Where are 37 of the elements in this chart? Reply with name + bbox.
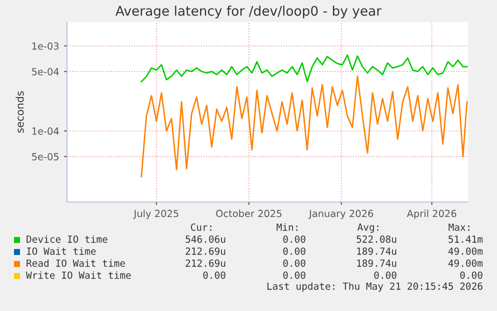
- text: 0.00: [283, 235, 306, 243]
- x-tick-label: April 2026: [406, 210, 456, 220]
- x-tick-label: October 2025: [216, 210, 282, 218]
- text: 212.69u: [186, 247, 226, 255]
- text: 189.74u: [357, 247, 396, 255]
- y-tick-label: 5e-05: [32, 153, 59, 160]
- text: Cur:: [190, 223, 212, 231]
- text: 51.41m: [448, 236, 483, 243]
- text: Last update: Thu May 21 20:15:45 2026: [267, 282, 482, 292]
- y-tick-label: 5e-04: [32, 68, 59, 76]
- text: Max:: [448, 224, 470, 231]
- text: 0.00: [460, 271, 482, 279]
- text: 0.00: [283, 271, 306, 279]
- text: 0.00: [203, 271, 226, 279]
- text: Avg:: [357, 224, 378, 233]
- legend-label: Read IO Wait time: [26, 259, 125, 267]
- text: 522.08u: [356, 235, 396, 243]
- x-tick-label: July 2025: [133, 210, 178, 220]
- text: 49.00m: [448, 259, 483, 267]
- text: Min:: [276, 223, 298, 231]
- y-tick-label: 1e-04: [32, 127, 59, 135]
- legend-label: Device IO time: [26, 235, 108, 243]
- chart-title: Average latency for /dev/loop0 - by year: [116, 6, 382, 18]
- text: 189.74u: [357, 259, 396, 267]
- x-tick-label: January 2026: [308, 210, 374, 220]
- text: 0.00: [374, 271, 396, 279]
- text: 49.00m: [448, 247, 483, 255]
- line-series: [140, 54, 468, 82]
- y-tick-label: 1e-03: [32, 42, 59, 50]
- legend-label: Write IO Wait time: [26, 271, 131, 279]
- text: 212.69u: [186, 259, 226, 267]
- text: 546.06u: [186, 235, 226, 243]
- text: 0.00: [283, 247, 306, 255]
- line-series: [140, 76, 468, 178]
- legend-label: IO Wait time: [26, 247, 96, 255]
- y-axis-title: seconds: [16, 91, 24, 133]
- text: 0.00: [283, 259, 306, 267]
